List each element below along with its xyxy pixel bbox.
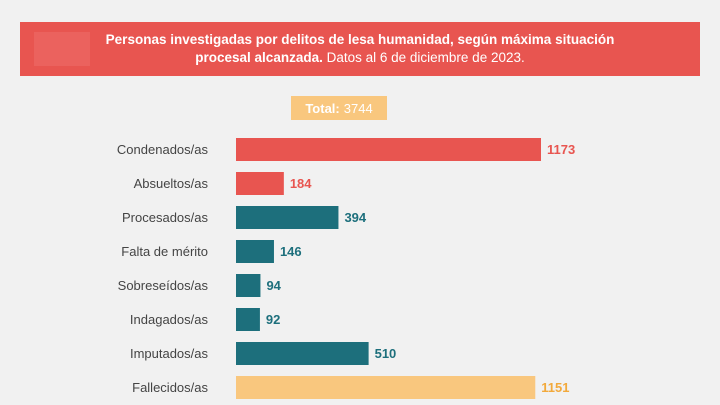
total-label: Total: — [305, 100, 340, 116]
category-label: Falta de mérito — [121, 244, 208, 259]
banner-decoration — [34, 32, 90, 66]
total-badge: Total: 3744 — [291, 96, 387, 120]
value-label: 1151 — [541, 380, 569, 395]
category-label: Fallecidos/as — [132, 380, 208, 395]
bar — [236, 274, 261, 297]
total-value: 3744 — [343, 100, 373, 116]
value-label: 1173 — [547, 142, 575, 157]
category-label: Sobreseídos/as — [118, 278, 209, 293]
value-label: 146 — [280, 244, 302, 259]
category-label: Indagados/as — [130, 312, 209, 327]
category-label: Absueltos/as — [134, 176, 209, 191]
bar — [236, 342, 369, 365]
chart-subtitle-date: Datos al 6 de diciembre de 2023. — [326, 50, 525, 65]
bar — [236, 376, 536, 399]
bar — [236, 240, 274, 263]
bar — [236, 206, 339, 229]
value-label: 510 — [375, 346, 397, 361]
value-label: 94 — [266, 278, 281, 293]
bar — [236, 308, 260, 331]
value-label: 92 — [266, 312, 280, 327]
chart-title-line-2: procesal alcanzada. Datos al 6 de diciem… — [20, 49, 700, 67]
chart-title-banner: Personas investigadas por delitos de les… — [20, 22, 700, 76]
bar — [236, 172, 284, 195]
chart-title-line-1: Personas investigadas por delitos de les… — [105, 32, 615, 47]
bar — [236, 138, 541, 161]
value-label: 184 — [290, 176, 312, 191]
category-label: Imputados/as — [130, 346, 209, 361]
chart-title-line-2-bold: procesal alcanzada. — [195, 50, 323, 65]
category-label: Condenados/as — [117, 142, 209, 157]
value-label: 394 — [344, 210, 366, 225]
category-label: Procesados/as — [122, 210, 208, 225]
